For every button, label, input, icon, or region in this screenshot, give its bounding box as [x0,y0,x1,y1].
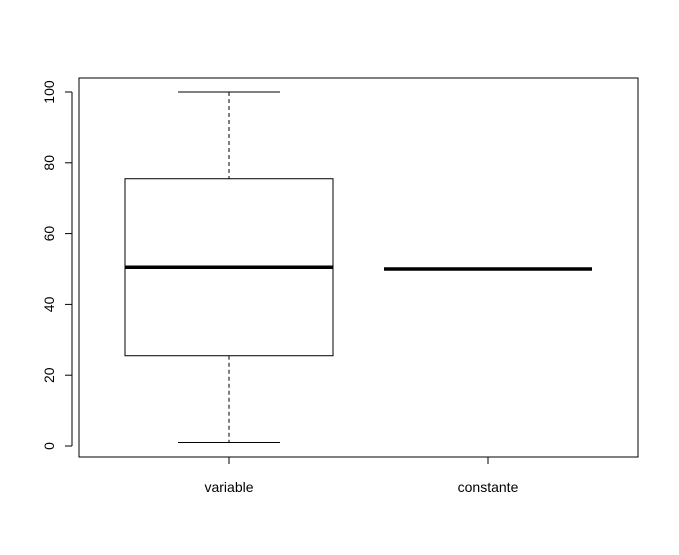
chart-marks [124,91,592,443]
x-tick-label: variable [204,479,253,495]
axes: 0 20 40 60 80 100 variable constante [41,80,519,495]
y-tick-label: 0 [41,442,57,450]
y-tick-label: 20 [41,367,57,383]
y-tick-label: 80 [41,155,57,171]
y-tick-label: 100 [41,80,57,104]
x-tick-label: constante [458,479,519,495]
y-tick-label: 60 [41,226,57,242]
plot-frame [78,77,639,458]
box-variable [124,91,334,443]
y-tick-label: 40 [41,296,57,312]
